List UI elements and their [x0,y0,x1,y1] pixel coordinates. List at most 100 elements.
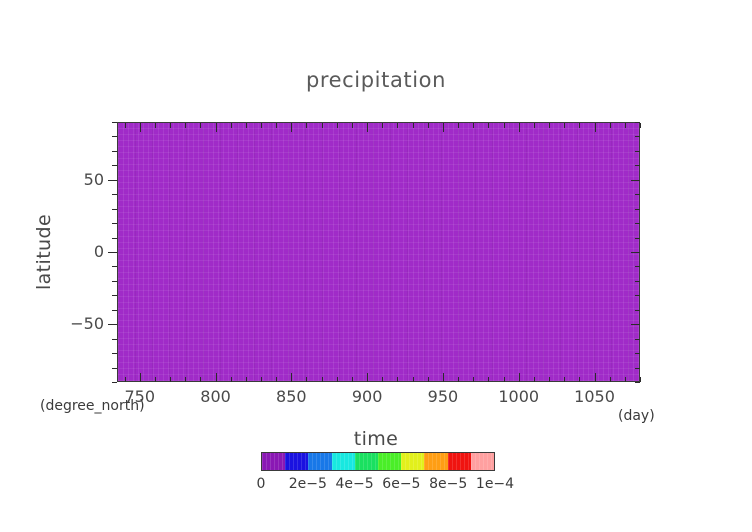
x-axis-minor-tick [427,377,429,382]
x-axis-top-minor-tick [427,123,429,128]
y-axis-major-tick [108,324,117,326]
colorbar-tick-label: 1e−4 [475,476,515,492]
x-axis-top-minor-tick [336,123,338,128]
x-axis-major-tick [518,373,520,382]
x-axis-minor-tick [230,377,232,382]
x-axis-top-minor-tick [124,123,126,128]
colorbar-segment [447,453,472,470]
x-axis-major-tick [442,373,444,382]
y-axis-right-minor-tick [635,280,640,282]
y-axis-minor-tick [112,382,117,383]
x-axis-top-minor-tick [245,123,247,128]
x-axis-minor-tick [488,377,490,382]
x-axis-minor-tick [549,377,551,382]
x-axis-major-tick [594,373,596,382]
colorbar-tick-label: 4e−5 [335,476,374,492]
x-axis-top-minor-tick [261,123,262,128]
y-axis-right-minor-tick [635,150,640,152]
heatmap-plot-area[interactable] [117,122,640,382]
x-axis-top-major-tick [215,123,217,132]
x-axis-top-minor-tick [488,123,490,128]
y-axis-minor-tick [112,295,117,297]
colorbar-segment [331,453,356,470]
x-axis-top-minor-tick [154,123,156,128]
x-axis-minor-tick [473,377,475,382]
x-axis-top-minor-tick [200,123,202,128]
x-axis-minor-tick [336,377,338,382]
x-axis-top-minor-tick [351,123,353,128]
x-axis-top-minor-tick [473,123,475,128]
colorbar-segment [470,453,494,470]
y-axis-right-minor-tick [635,136,640,138]
colorbar-segment [354,453,379,470]
x-axis-top-minor-tick [640,123,641,128]
y-axis-tick-label: −50 [70,314,104,334]
colorbar-tick-label: 8e−5 [429,476,468,492]
x-axis-top-minor-tick [624,123,626,128]
x-axis-minor-tick [397,377,399,382]
y-axis-minor-tick [112,309,117,311]
y-axis-minor-tick [112,165,117,167]
colorbar-segment [378,453,402,470]
x-axis-top-minor-tick [533,123,535,128]
y-axis-right-minor-tick [635,367,640,369]
y-axis-minor-tick [112,208,117,210]
y-axis-right-major-tick [631,324,640,326]
x-axis-tick-label: 1050 [574,387,615,406]
x-axis-top-minor-tick [609,123,611,128]
x-axis-minor-tick [170,377,172,382]
x-axis-minor-tick [154,377,156,382]
colorbar-segment [308,453,332,470]
y-axis-minor-tick [112,338,117,340]
y-axis-right-minor-tick [635,266,640,268]
x-axis-major-tick [367,373,369,382]
x-axis-title: time [353,428,399,450]
y-axis-right-major-tick [631,179,640,181]
x-axis-top-major-tick [291,123,293,132]
x-axis-top-minor-tick [276,123,278,128]
x-axis-minor-tick [458,377,460,382]
y-axis-tick-label: 50 [83,169,104,189]
y-axis-right-minor-tick [635,309,640,311]
x-axis-top-major-tick [594,123,596,132]
x-axis-minor-tick [261,377,262,382]
x-axis-top-major-tick [367,123,369,132]
page-title: precipitation [305,68,447,92]
colorbar-tick-labels: 0 2e−5 4e−5 6e−5 8e−5 1e−4 [221,476,535,498]
y-axis-right-minor-tick [635,122,640,123]
x-axis-top-major-tick [139,123,141,132]
x-axis-minor-tick [124,377,126,382]
x-axis-tick-label: 1000 [498,387,540,406]
y-axis-right-minor-tick [635,194,640,196]
y-axis-minor-tick [112,223,117,225]
y-axis-minor-tick [112,367,117,369]
colorbar-tick-label: 2e−5 [288,476,327,492]
x-axis-top-minor-tick [321,123,323,128]
x-axis-major-tick [215,373,217,382]
y-axis-minor-tick [112,194,117,196]
y-axis-right-minor-tick [635,295,640,297]
x-axis-tick-label: 750 [124,387,156,406]
y-axis-right-minor-tick [635,353,640,355]
y-axis-major-tick [108,252,117,253]
y-axis-right-minor-tick [635,208,640,210]
x-axis-tick-label: 950 [427,387,459,406]
x-axis-tick-label: 850 [276,387,307,406]
colorbar[interactable]: 0 2e−5 4e−5 6e−5 8e−5 1e−4 [257,452,514,492]
y-axis-major-tick [108,179,117,181]
x-axis-minor-tick [640,377,641,382]
x-axis-top-major-tick [442,123,444,132]
x-axis-tick-label: 900 [351,387,383,406]
heatmap-field [118,123,639,381]
x-axis-top-minor-tick [549,123,551,128]
x-axis-minor-tick [185,377,187,382]
x-axis-minor-tick [412,377,414,382]
x-axis-minor-tick [533,377,535,382]
y-axis-right-minor-tick [635,338,640,340]
x-axis-top-minor-tick [579,123,581,128]
y-axis-right-major-tick [631,252,640,253]
colorbar-segment [424,453,448,470]
y-axis-minor-tick [112,280,117,282]
y-axis-minor-tick [112,266,117,268]
y-axis-right-minor-tick [635,237,640,239]
